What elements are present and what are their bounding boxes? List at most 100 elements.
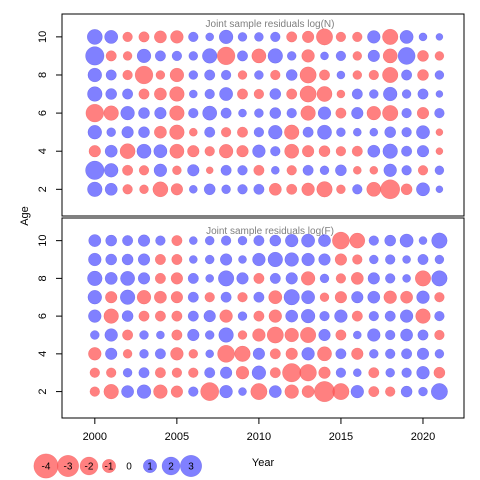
residual-bubble bbox=[352, 70, 363, 80]
residual-bubble bbox=[268, 182, 282, 196]
residual-bubble bbox=[169, 143, 185, 159]
residual-bubble bbox=[153, 384, 168, 399]
residual-bubble bbox=[335, 329, 347, 341]
residual-bubble bbox=[351, 107, 364, 120]
residual-bubble bbox=[349, 232, 366, 249]
residual-bubble bbox=[87, 67, 102, 83]
residual-bubble bbox=[87, 86, 103, 102]
residual-bubble bbox=[284, 384, 299, 399]
residual-bubble bbox=[350, 272, 364, 285]
residual-bubble bbox=[368, 235, 379, 246]
residual-bubble bbox=[382, 143, 398, 159]
legend-label: 3 bbox=[188, 462, 194, 473]
residual-bubble bbox=[104, 182, 118, 196]
residual-bubble bbox=[253, 88, 265, 100]
residual-bubble bbox=[269, 272, 281, 284]
residual-bubble bbox=[300, 326, 317, 344]
legend-label: 1 bbox=[147, 462, 153, 473]
residual-bubble bbox=[234, 345, 251, 362]
residual-bubble bbox=[89, 367, 100, 378]
residual-bubble bbox=[155, 70, 166, 80]
residual-bubble bbox=[237, 70, 248, 80]
y-axis-title: Age bbox=[19, 206, 31, 226]
residual-bubble bbox=[434, 329, 445, 341]
residual-bubble bbox=[286, 31, 298, 43]
residual-bubble bbox=[400, 290, 413, 304]
residual-bubble bbox=[399, 30, 414, 44]
residual-bubble bbox=[152, 181, 169, 198]
residual-bubble bbox=[204, 126, 216, 138]
residual-bubble bbox=[205, 349, 214, 359]
residual-bubble bbox=[380, 179, 401, 200]
residual-bubble bbox=[104, 272, 118, 285]
residual-bubble bbox=[220, 164, 232, 176]
residual-bubble bbox=[383, 163, 397, 177]
residual-bubble bbox=[154, 50, 166, 62]
residual-bubble bbox=[122, 367, 133, 378]
residual-bubble bbox=[284, 124, 300, 140]
residual-bubble bbox=[385, 386, 396, 397]
residual-bubble bbox=[187, 328, 200, 342]
residual-bubble bbox=[105, 291, 118, 304]
residual-bubble bbox=[204, 146, 215, 157]
residual-bubble bbox=[218, 144, 234, 159]
residual-bubble bbox=[120, 105, 135, 121]
residual-bubble bbox=[154, 290, 167, 304]
residual-bubble bbox=[253, 127, 265, 138]
residual-bubble bbox=[414, 270, 432, 287]
residual-bubble bbox=[332, 231, 350, 250]
residual-bubble bbox=[87, 125, 102, 140]
residual-bubble bbox=[267, 251, 283, 268]
residual-bubble bbox=[254, 70, 264, 80]
residual-bubble bbox=[417, 254, 429, 265]
residual-bubble bbox=[416, 125, 430, 140]
residual-bubble bbox=[434, 310, 445, 322]
residual-bubble bbox=[435, 33, 444, 41]
residual-bubble bbox=[238, 255, 247, 264]
residual-bubble bbox=[251, 48, 267, 64]
residual-bubble bbox=[139, 349, 149, 359]
residual-bubble bbox=[434, 349, 445, 359]
legend-bubble bbox=[180, 455, 202, 477]
residual-bubble bbox=[334, 309, 348, 323]
residual-bubble bbox=[86, 29, 103, 45]
residual-bubble bbox=[90, 330, 100, 340]
residual-bubble bbox=[237, 50, 248, 62]
residual-bubble bbox=[85, 46, 105, 66]
residual-bubble bbox=[319, 165, 330, 176]
residual-bubble bbox=[238, 108, 247, 118]
residual-bubble bbox=[252, 328, 266, 342]
residual-bubble bbox=[401, 348, 413, 360]
residual-bubble bbox=[336, 89, 346, 99]
x-tick-label: 2015 bbox=[329, 431, 353, 443]
residual-bubble bbox=[216, 46, 236, 66]
residual-bubble bbox=[88, 145, 101, 158]
residual-bubble bbox=[85, 160, 105, 180]
residual-bubble bbox=[268, 385, 282, 398]
residual-bubble bbox=[235, 366, 250, 380]
residual-bubble bbox=[171, 367, 183, 378]
residual-bubble bbox=[188, 51, 199, 61]
residual-bubble bbox=[204, 254, 215, 265]
residual-bubble bbox=[352, 31, 363, 43]
residual-bubble bbox=[283, 289, 300, 306]
residual-bubble bbox=[254, 32, 264, 42]
residual-bubble bbox=[397, 47, 416, 65]
residual-bubble bbox=[169, 124, 185, 140]
residual-bubble bbox=[367, 272, 380, 285]
x-tick-label: 2010 bbox=[247, 431, 271, 443]
residual-bubble bbox=[402, 255, 411, 264]
residual-bubble bbox=[367, 328, 381, 342]
residual-bubble bbox=[253, 183, 265, 195]
residual-bubble bbox=[385, 367, 395, 378]
residual-bubble bbox=[352, 184, 363, 195]
residual-bubble bbox=[302, 145, 315, 158]
residual-bubble bbox=[400, 328, 413, 342]
residual-bubble bbox=[368, 69, 379, 81]
residual-bubble bbox=[237, 165, 248, 176]
residual-bubble bbox=[416, 366, 430, 380]
residual-bubble bbox=[170, 347, 184, 361]
residual-bubble bbox=[299, 66, 317, 84]
residual-bubble bbox=[335, 146, 347, 157]
